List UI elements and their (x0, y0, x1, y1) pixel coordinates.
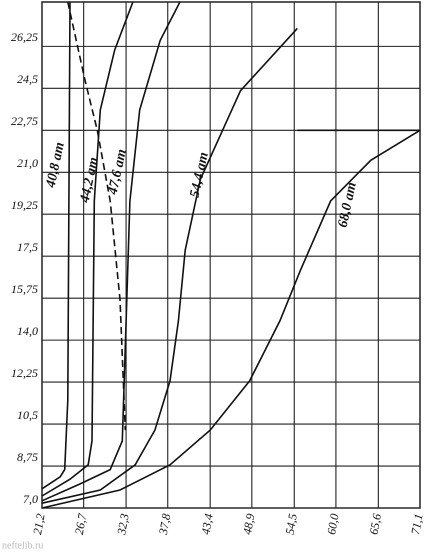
x-tick-label: 37,8 (156, 513, 174, 537)
y-tick-label: 24,5 (17, 72, 38, 86)
x-tick-label: 48,9 (240, 513, 257, 536)
y-tick-label: 10,5 (17, 408, 38, 422)
y-tick-label: 19,25 (11, 198, 38, 212)
curve-label: 40,8 ат (43, 141, 67, 190)
curve-label: 44,2 ат (77, 156, 101, 205)
y-tick-label: 14,0 (17, 324, 38, 338)
y-tick-label: 7,0 (23, 492, 38, 506)
curve (41, 27, 298, 504)
curve (67, 1, 127, 431)
curve-label: 68,0 ат (336, 181, 360, 229)
watermark: neftelib.ru (2, 540, 43, 551)
x-tick-label: 54,5 (282, 513, 299, 536)
curve (41, 1, 71, 490)
curve (41, 1, 181, 502)
y-tick-label: 8,75 (17, 450, 38, 464)
x-tick-label: 26,7 (72, 512, 90, 536)
y-tick-label: 21,0 (17, 156, 38, 170)
x-tick-label: 65,6 (367, 513, 384, 536)
y-tick-label: 15,75 (11, 282, 38, 296)
x-tick-label: 71,1 (408, 513, 425, 536)
curve (41, 1, 134, 497)
x-tick-label: 32,3 (114, 513, 132, 537)
x-tick-label: 60,0 (324, 513, 341, 536)
x-tick-label: 21,2 (30, 513, 47, 536)
plot-frame (41, 1, 421, 509)
curve (41, 129, 421, 509)
y-tick-label: 26,25 (11, 30, 38, 44)
y-tick-label: 17,5 (17, 240, 38, 254)
curve-label: 54,4 ат (188, 151, 212, 199)
y-tick-label: 12,25 (11, 366, 38, 380)
x-tick-label: 43,4 (198, 513, 215, 536)
y-tick-label: 22,75 (11, 114, 38, 128)
